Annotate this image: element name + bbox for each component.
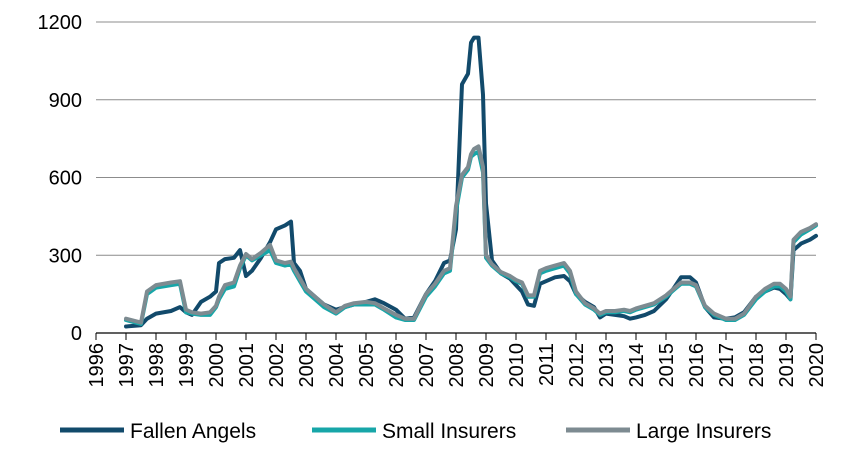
y-tick-label: 600 bbox=[49, 168, 82, 190]
x-tick-label: 2009 bbox=[476, 343, 498, 388]
x-tick-label: 1997 bbox=[116, 343, 138, 388]
x-tick-label: 2008 bbox=[446, 343, 468, 388]
series-layer bbox=[124, 35, 818, 329]
axis-layer: 0 300 600 900 1200 1996 1997 1998 1999 2000 2001 20… bbox=[38, 12, 829, 388]
series-line-fallen-angels bbox=[124, 35, 818, 329]
x-tick-label: 2013 bbox=[596, 343, 618, 388]
x-tick-label: 2017 bbox=[716, 343, 738, 388]
x-tick-label: 2005 bbox=[356, 343, 378, 388]
x-tick-label: 2019 bbox=[776, 343, 798, 388]
x-tick-label: 2002 bbox=[266, 343, 288, 388]
x-tick-label: 2012 bbox=[566, 343, 588, 388]
y-tick-label: 1200 bbox=[38, 12, 83, 34]
x-tick-label: 2011 bbox=[536, 343, 558, 386]
x-tick-label: 2004 bbox=[326, 343, 348, 388]
x-tick-label: 2010 bbox=[506, 343, 528, 388]
x-tick-label: 2016 bbox=[686, 343, 708, 388]
y-tick-label: 900 bbox=[49, 90, 82, 112]
x-tick-label: 1999 bbox=[176, 343, 198, 388]
x-tick-label: 2000 bbox=[206, 343, 228, 388]
x-tick-label: 2007 bbox=[416, 343, 438, 388]
x-tick-label: 2020 bbox=[806, 343, 828, 388]
x-tick-label: 2001 bbox=[236, 343, 258, 388]
grid-layer bbox=[96, 21, 816, 256]
legend-label: Large Insurers bbox=[636, 420, 771, 443]
x-tick-label: 2014 bbox=[626, 343, 648, 388]
legend-label: Small Insurers bbox=[382, 420, 516, 443]
x-tick-label: 2018 bbox=[746, 343, 768, 388]
x-tick-label: 1998 bbox=[146, 343, 168, 388]
x-tick-label: 2015 bbox=[656, 343, 678, 388]
legend-label: Fallen Angels bbox=[130, 420, 256, 443]
y-tick-label: 300 bbox=[49, 245, 82, 267]
x-tick-label: 1996 bbox=[86, 343, 108, 388]
y-tick-label: 0 bbox=[71, 323, 82, 345]
legend: Fallen Angels Small Insurers Large Insurer… bbox=[60, 420, 771, 443]
x-tick-label: 2006 bbox=[386, 343, 408, 388]
series-line-large-insurers bbox=[124, 144, 818, 325]
x-tick-label: 2003 bbox=[296, 343, 318, 388]
